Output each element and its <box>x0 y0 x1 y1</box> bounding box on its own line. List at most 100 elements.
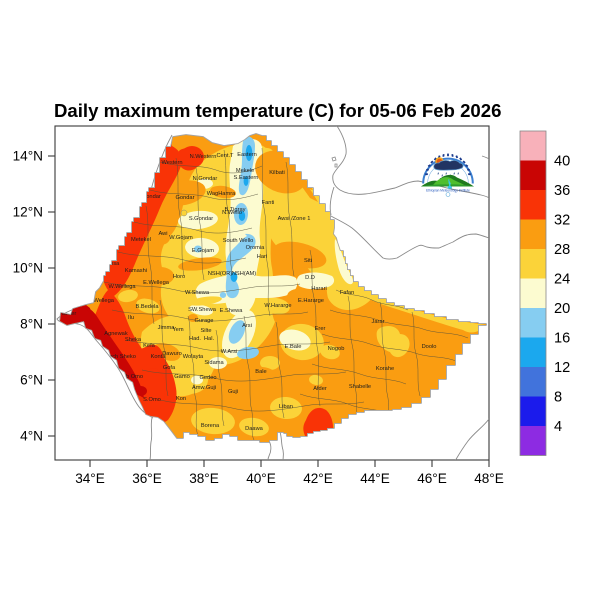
svg-text:Kefa: Kefa <box>143 343 156 349</box>
svg-text:Shabelle: Shabelle <box>349 384 371 390</box>
svg-text:Ilu: Ilu <box>128 315 134 321</box>
svg-text:8°N: 8°N <box>20 317 43 332</box>
svg-text:Afder: Afder <box>313 386 327 392</box>
svg-text:Ethiopian Meteorology Institut: Ethiopian Meteorology Institute <box>426 188 470 192</box>
svg-text:Banch Sheko: Banch Sheko <box>102 354 136 360</box>
svg-text:38°E: 38°E <box>189 471 219 486</box>
svg-text:Borena: Borena <box>201 423 220 429</box>
svg-text:12: 12 <box>554 360 570 376</box>
svg-text:36: 36 <box>554 183 570 199</box>
svg-text:40°E: 40°E <box>246 471 276 486</box>
svg-text:Had.: Had. <box>189 336 201 342</box>
svg-text:Silte: Silte <box>200 328 211 334</box>
svg-text:Gamo: Gamo <box>174 374 190 380</box>
svg-text:42°E: 42°E <box>303 471 333 486</box>
svg-text:20: 20 <box>554 301 570 317</box>
svg-text:Daily maximum temperature (C): Daily maximum temperature (C) for 05-06 … <box>54 100 501 121</box>
svg-text:Fanti: Fanti <box>262 200 275 206</box>
svg-text:E.Bale: E.Bale <box>285 344 302 350</box>
svg-text:Gurage: Gurage <box>195 318 214 324</box>
svg-text:N.Wello: N.Wello <box>222 210 242 216</box>
svg-text:Nogob: Nogob <box>328 346 345 352</box>
svg-text:Sidama: Sidama <box>204 360 224 366</box>
svg-text:Mirab Omo: Mirab Omo <box>115 374 143 380</box>
svg-text:40: 40 <box>554 154 570 170</box>
svg-text:K.Wellega: K.Wellega <box>88 298 115 304</box>
svg-text:W.Arsi: W.Arsi <box>221 349 237 355</box>
svg-text:Bale: Bale <box>255 369 266 375</box>
svg-text:Arsi: Arsi <box>242 323 252 329</box>
svg-text:W.Gojam: W.Gojam <box>169 235 193 241</box>
svg-text:Awsi /Zone 1: Awsi /Zone 1 <box>278 216 311 222</box>
svg-text:Wolayta: Wolayta <box>183 354 204 360</box>
svg-text:Dawuro: Dawuro <box>162 351 182 357</box>
svg-text:Jarar: Jarar <box>372 319 385 325</box>
svg-text:Horo: Horo <box>173 274 185 280</box>
svg-text:NSH(OR): NSH(OR) <box>208 271 232 277</box>
svg-text:32: 32 <box>554 213 570 229</box>
svg-text:S.Eastern: S.Eastern <box>234 175 259 181</box>
svg-text:Gofa: Gofa <box>163 365 176 371</box>
svg-text:N.Gondar: N.Gondar <box>193 176 218 182</box>
svg-text:Oromia: Oromia <box>246 245 265 251</box>
svg-text:Korahe: Korahe <box>376 366 394 372</box>
svg-text:Kamashi: Kamashi <box>125 268 147 274</box>
svg-text:Harari: Harari <box>311 286 327 292</box>
svg-text:Daawa: Daawa <box>245 426 264 432</box>
svg-text:12°N: 12°N <box>13 205 43 220</box>
svg-text:Mekele: Mekele <box>236 168 254 174</box>
svg-text:4: 4 <box>554 419 562 435</box>
svg-text:6°N: 6°N <box>20 373 43 388</box>
svg-text:B.Bedela: B.Bedela <box>135 304 159 310</box>
svg-text:Jimma: Jimma <box>158 325 176 331</box>
svg-text:36°E: 36°E <box>132 471 162 486</box>
svg-text:28: 28 <box>554 242 570 258</box>
svg-text:South Wello: South Wello <box>223 238 254 244</box>
svg-text:Kilbati: Kilbati <box>269 170 285 176</box>
svg-text:W.Shewa: W.Shewa <box>185 290 210 296</box>
svg-text:SW.Shewa: SW.Shewa <box>188 307 217 313</box>
svg-text:Sheka: Sheka <box>125 337 142 343</box>
svg-text:W.Gondar: W.Gondar <box>135 194 161 200</box>
svg-text:16: 16 <box>554 331 570 347</box>
svg-text:Cent.T: Cent.T <box>216 153 234 159</box>
svg-text:E.Gojam: E.Gojam <box>192 248 214 254</box>
svg-text:Agnewak: Agnewak <box>104 331 128 337</box>
svg-text:Doolo: Doolo <box>422 344 437 350</box>
svg-text:Konta: Konta <box>151 354 167 360</box>
svg-text:Kon: Kon <box>176 396 186 402</box>
svg-text:Erer: Erer <box>315 326 326 332</box>
svg-text:S.Gondar: S.Gondar <box>189 216 213 222</box>
svg-text:Liban: Liban <box>279 404 293 410</box>
svg-text:Western: Western <box>161 160 182 166</box>
svg-text:14°N: 14°N <box>13 149 43 164</box>
svg-text:W.Wellega: W.Wellega <box>108 284 136 290</box>
svg-text:W.Hararge: W.Hararge <box>264 303 291 309</box>
svg-text:Fafan: Fafan <box>340 290 355 296</box>
svg-text:Metekel: Metekel <box>131 237 151 243</box>
svg-text:34°E: 34°E <box>75 471 105 486</box>
svg-text:NSH(AM): NSH(AM) <box>232 271 256 277</box>
svg-text:10°N: 10°N <box>13 261 43 276</box>
svg-text:8: 8 <box>554 390 562 406</box>
svg-text:Amw.Guji: Amw.Guji <box>192 385 216 391</box>
svg-text:N.Western: N.Western <box>190 154 217 160</box>
svg-text:Gondar: Gondar <box>176 195 195 201</box>
svg-text:E.Hararge: E.Hararge <box>298 298 324 304</box>
svg-text:Eastern: Eastern <box>237 152 257 158</box>
svg-text:Hal.: Hal. <box>204 336 215 342</box>
svg-text:4°N: 4°N <box>20 429 43 444</box>
svg-text:B.Tigray: B.Tigray <box>225 207 246 213</box>
svg-text:24: 24 <box>554 272 570 288</box>
svg-text:Hari: Hari <box>257 254 267 260</box>
svg-text:WagHamra: WagHamra <box>207 191 236 197</box>
svg-text:Guji: Guji <box>228 389 238 395</box>
svg-text:44°E: 44°E <box>360 471 390 486</box>
svg-text:Awi: Awi <box>158 231 167 237</box>
svg-text:Siti: Siti <box>304 258 312 264</box>
svg-text:E.Shewa: E.Shewa <box>220 308 244 314</box>
svg-text:E.Wellega: E.Wellega <box>143 280 170 286</box>
svg-text:D.D: D.D <box>305 275 315 281</box>
svg-text:Yem: Yem <box>172 327 183 333</box>
svg-text:46°E: 46°E <box>417 471 447 486</box>
